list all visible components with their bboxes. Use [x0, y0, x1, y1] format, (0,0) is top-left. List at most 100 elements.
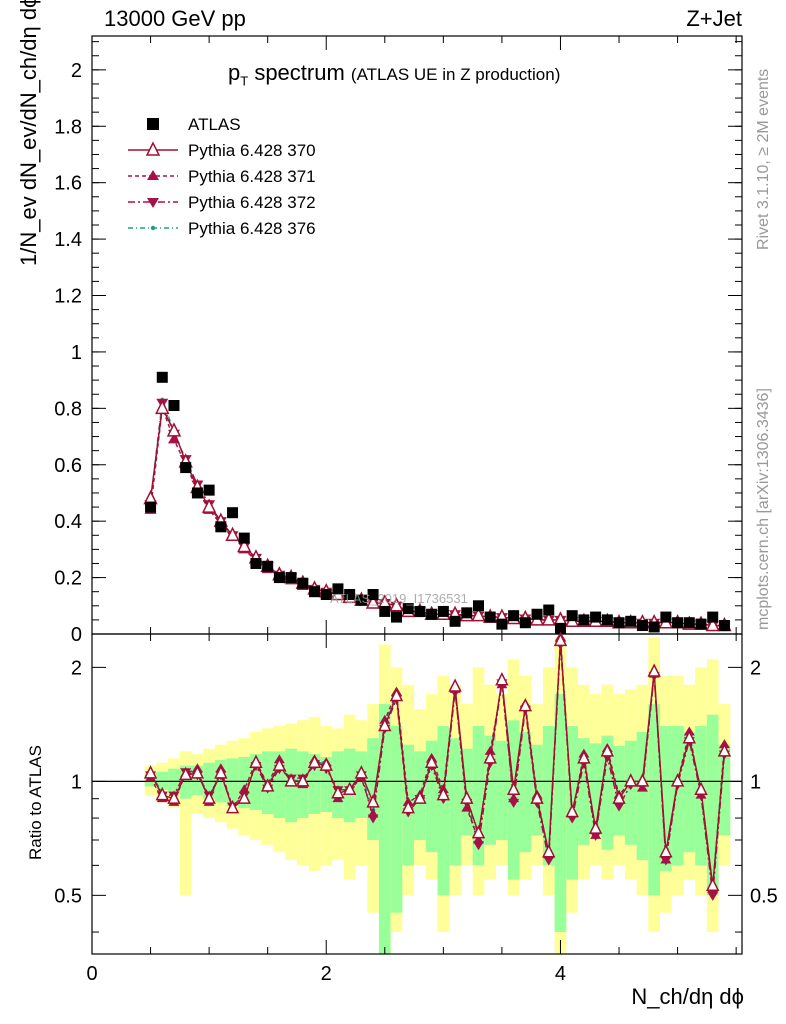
band-green-19 [367, 738, 379, 841]
series-2-ratio-point-42 [636, 782, 648, 792]
series-0-main-point-4 [191, 487, 203, 499]
band-green-44 [660, 726, 672, 871]
ratio-plot-series [143, 631, 732, 901]
series-1-ratio-point-49 [717, 743, 732, 757]
series-0-main-point-28 [472, 600, 484, 612]
series-0-main-point-23 [414, 605, 426, 617]
series-1-ratio-point-36 [565, 803, 579, 818]
series-1-ratio-point-8 [237, 790, 251, 804]
plot-title: pT spectrum (ATLAS UE in Z production) [228, 60, 560, 88]
main-ytick-label-8: 1.6 [54, 173, 82, 195]
ratio-ytick-label-right-1: 1 [750, 771, 761, 793]
series-1-ratio-point-47 [694, 781, 708, 796]
series-2-ratio-point-19 [367, 808, 379, 818]
series-1-ratio-point-9 [249, 754, 263, 768]
series-1-ratio-point-13 [296, 773, 310, 787]
main-ytick-label-10: 2 [71, 60, 82, 82]
series-0-main-point-20 [379, 605, 391, 617]
series-1-ratio-point-23 [413, 790, 427, 804]
series-2-ratio-point-28 [472, 834, 484, 844]
series-1-ratio-point-32 [518, 697, 533, 712]
series-1-main-point-19 [365, 594, 381, 609]
band-green-15 [320, 756, 333, 813]
band-green-7 [226, 758, 239, 807]
main-ytick-label-7: 1.4 [54, 229, 82, 251]
series-1-ratio-point-35 [553, 632, 568, 647]
series-1-ratio-point-48 [706, 877, 720, 892]
ratio-ytick-label-right-2: 2 [750, 657, 761, 679]
main-ytick-label-5: 1 [71, 342, 82, 364]
series-0-main-point-39 [601, 614, 613, 626]
band-green-37 [578, 738, 590, 845]
main-plot-series [143, 371, 732, 634]
series-1-ratio-point-14 [307, 754, 322, 768]
legend-marker-1 [145, 141, 161, 156]
series-1-ratio-point-15 [319, 757, 333, 771]
legend-label-4: Pythia 6.428 376 [188, 219, 316, 238]
main-ytick-label-1: 0.2 [54, 568, 82, 590]
series-2-main-point-2 [167, 433, 180, 444]
series-1-ratio-point-16 [331, 785, 345, 799]
band-green-32 [519, 732, 532, 853]
band-green-45 [671, 726, 684, 866]
series-0-main-point-41 [625, 615, 637, 627]
series-1-main-point-7 [225, 526, 240, 542]
band-green-39 [601, 735, 614, 850]
series-0-main-point-48 [707, 611, 719, 623]
series-0-main-point-3 [180, 462, 192, 474]
series-1-main-point-8 [237, 537, 252, 553]
xtick-label-2: 4 [555, 963, 566, 985]
series-1-main-point-2 [166, 422, 182, 437]
band-green-20 [378, 704, 391, 954]
legend-marker-4 [150, 225, 156, 231]
band-green-46 [683, 732, 696, 853]
series-1-ratio-point-3 [178, 766, 193, 781]
series-1-main-point-1 [155, 399, 170, 415]
series-1-ratio-point-4 [190, 765, 205, 779]
band-green-9 [250, 754, 262, 811]
series-0-main-point-44 [660, 611, 672, 623]
series-1-ratio-point-42 [635, 773, 650, 787]
series-1-ratio-point-28 [471, 824, 486, 839]
ratio-ytick-label-right-0: 0.5 [750, 885, 778, 907]
series-3-ratio-line [149, 644, 726, 896]
band-green-11 [273, 751, 286, 819]
series-1-ratio-point-21 [389, 687, 404, 702]
series-0-main-point-30 [496, 618, 508, 630]
band-green-28 [472, 726, 485, 866]
legend-marker-0 [147, 118, 159, 130]
series-1-ratio-point-10 [260, 778, 275, 792]
main-ytick-label-3: 0.6 [54, 455, 82, 477]
series-1-ratio-point-0 [143, 765, 158, 779]
series-1-ratio-point-1 [155, 786, 169, 801]
legend-label-3: Pythia 6.428 372 [188, 193, 316, 212]
x-axis-label: N_ch/dη dϕ [631, 984, 744, 1009]
series-0-main-point-6 [215, 521, 227, 533]
series-0-main-point-16 [332, 583, 344, 595]
band-green-49 [718, 744, 731, 836]
series-2-ratio-point-31 [508, 793, 520, 803]
series-0-main-point-46 [683, 617, 695, 629]
band-green-42 [636, 732, 649, 860]
series-0-main-point-38 [590, 611, 602, 623]
main-ytick-label-0: 0 [71, 624, 82, 646]
series-0-main-point-7 [227, 507, 239, 519]
series-0-main-point-45 [672, 617, 684, 629]
series-1-ratio-point-38 [588, 820, 603, 834]
main-ytick-label-4: 0.8 [54, 398, 82, 420]
band-green-26 [449, 738, 461, 866]
band-green-29 [484, 735, 497, 845]
band-green-25 [437, 726, 450, 896]
series-0-main-point-2 [168, 400, 180, 412]
series-0-main-point-19 [367, 589, 379, 601]
plot-title-rest: spectrum [248, 60, 345, 85]
series-1-ratio-point-44 [659, 844, 673, 858]
ratio-ytick-label-2: 2 [71, 657, 82, 679]
series-1-ratio-point-31 [506, 781, 521, 796]
legend-label-0: ATLAS [188, 115, 241, 134]
series-3-ratio-point-40 [613, 802, 625, 812]
series-0-main-point-26 [449, 615, 461, 627]
series-0-main-point-8 [238, 532, 250, 544]
series-2-ratio-point-27 [461, 802, 473, 812]
